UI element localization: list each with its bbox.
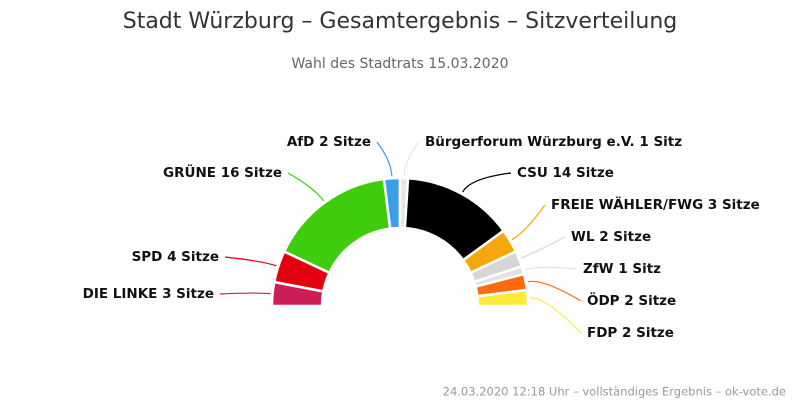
leader-line: [524, 266, 578, 271]
leader-line: [529, 297, 582, 334]
leader-line: [527, 280, 582, 302]
data-label: SPD 4 Sitze: [132, 249, 219, 265]
leader-line: [462, 172, 512, 193]
data-label: FREIE WÄHLER/FWG 3 Sitze: [551, 196, 760, 213]
data-label: DIE LINKE 3 Sitze: [83, 286, 214, 302]
data-label: ZfW 1 Sitz: [583, 261, 661, 277]
chart-title: Stadt Würzburg – Gesamtergebnis – Sitzve…: [123, 9, 678, 34]
footer: 24.03.2020 12:18 Uhr – vollständiges Erg…: [443, 385, 786, 399]
slice: [282, 177, 392, 275]
data-label: FDP 2 Sitze: [587, 325, 674, 341]
leader-line: [403, 141, 420, 177]
data-label: GRÜNE 16 Sitze: [163, 163, 282, 181]
leader-line: [511, 204, 546, 241]
data-label: WL 2 Sitze: [571, 229, 651, 245]
leader-line: [287, 172, 325, 202]
leader-line: [219, 292, 271, 295]
data-label: AfD 2 Sitze: [287, 134, 371, 150]
leader-line: [224, 256, 277, 267]
data-label: CSU 14 Sitze: [517, 165, 614, 181]
data-label: Bürgerforum Würzburg e.V. 1 Sitz: [425, 134, 682, 150]
leader-line: [376, 141, 393, 177]
slice: [475, 288, 530, 308]
data-label: ÖDP 2 Sitze: [587, 291, 676, 309]
chart-subtitle: Wahl des Stadtrats 15.03.2020: [291, 56, 508, 72]
leader-line: [520, 236, 566, 259]
